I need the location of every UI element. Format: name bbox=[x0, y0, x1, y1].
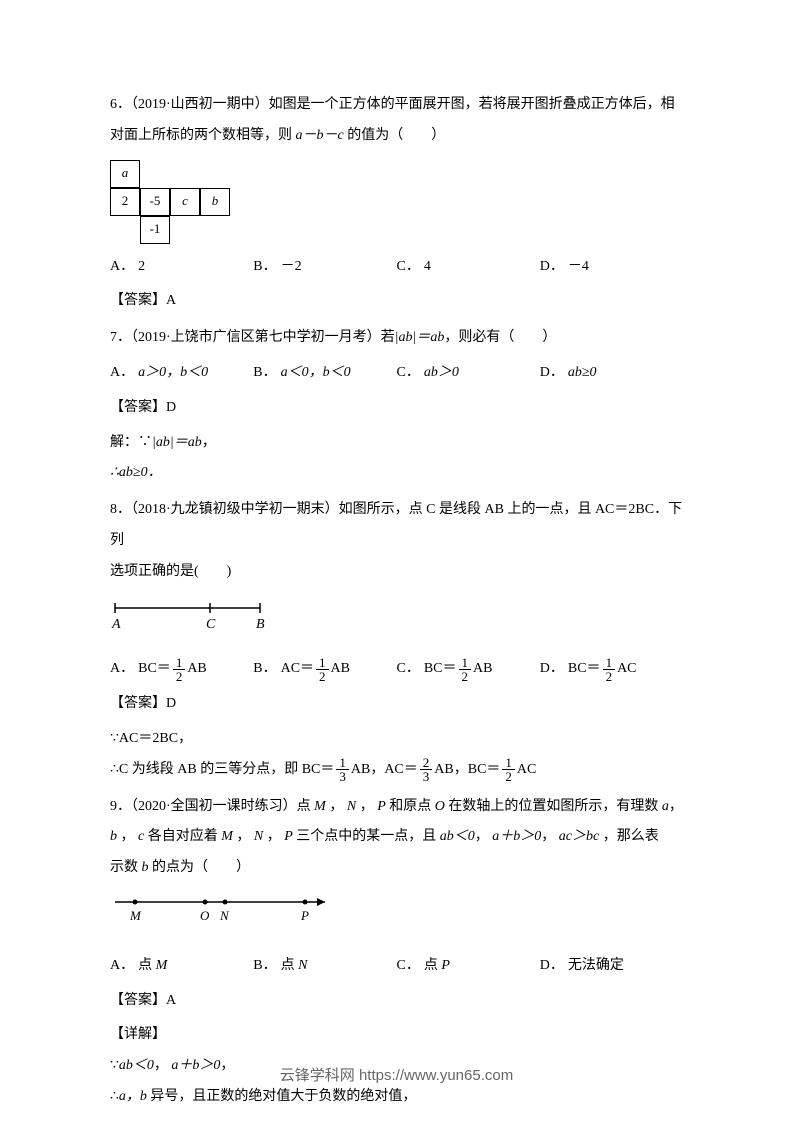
q8-sol2: ∴C 为线段 AB 的三等分点，即 BC＝13AB，AC＝23AB，BC＝12A… bbox=[110, 755, 683, 786]
q8-answer: 【答案】D bbox=[110, 689, 683, 720]
q9-line1: 9．（2020·全国初一课时练习）点 M ， N ， P 和原点 O 在数轴上的… bbox=[110, 792, 683, 823]
q7-opt-d: D．ab≥0 bbox=[540, 358, 683, 389]
svg-text:O: O bbox=[200, 908, 210, 923]
numberline-diagram: M O N P bbox=[110, 892, 340, 926]
svg-text:N: N bbox=[219, 908, 230, 923]
q6-expr: a－b－c bbox=[296, 128, 344, 143]
q6-l2-post: 的值为（ ） bbox=[344, 128, 446, 143]
q6-line2: 对面上所标的两个数相等，则 a－b－c 的值为（ ） bbox=[110, 121, 683, 152]
q9-opt-a: A．点 M bbox=[110, 951, 253, 982]
q6-options: A．2 B．－2 C．4 D．－4 bbox=[110, 252, 683, 283]
q9-line3: 示数 b 的点为（ ） bbox=[110, 853, 683, 884]
segment-diagram: A C B bbox=[110, 596, 270, 630]
q7-line1: 7．（2019·上饶市广信区第七中学初一月考）若|ab|＝ab，则必有（ ） bbox=[110, 323, 683, 354]
q6-opt-a: A．2 bbox=[110, 252, 253, 283]
svg-text:C: C bbox=[206, 617, 216, 630]
net-cell-neg5: -5 bbox=[140, 188, 170, 216]
net-cell-2: 2 bbox=[110, 188, 140, 216]
q8-line2: 选项正确的是( ) bbox=[110, 557, 683, 588]
q6-l2-pre: 对面上所标的两个数相等，则 bbox=[110, 128, 296, 143]
svg-text:P: P bbox=[300, 908, 309, 923]
q9-opt-d: D．无法确定 bbox=[540, 951, 683, 982]
q7-answer: 【答案】D bbox=[110, 393, 683, 424]
svg-text:M: M bbox=[129, 908, 142, 923]
q8-opt-c: C．BC＝12AB bbox=[397, 654, 540, 685]
page-footer: 云锋学科网 https://www.yun65.com bbox=[0, 1059, 793, 1092]
q6-answer: 【答案】A bbox=[110, 286, 683, 317]
q7-opt-b: B．a＜0，b＜0 bbox=[253, 358, 396, 389]
q7-expr: |ab|＝ab bbox=[395, 330, 445, 345]
q6-opt-d: D．－4 bbox=[540, 252, 683, 283]
cube-net-diagram: a 2 -5 c b -1 bbox=[110, 160, 683, 244]
q9-answer: 【答案】A bbox=[110, 986, 683, 1017]
question-6: 6．（2019·山西初一期中）如图是一个正方体的平面展开图，若将展开图折叠成正方… bbox=[110, 90, 683, 317]
net-cell-c: c bbox=[170, 188, 200, 216]
q8-sol1: ∵AC＝2BC， bbox=[110, 724, 683, 755]
q9-detail: 【详解】 bbox=[110, 1020, 683, 1051]
q7-opt-c: C．ab＞0 bbox=[397, 358, 540, 389]
question-8: 8．（2018·九龙镇初级中学初一期末）如图所示，点 C 是线段 AB 上的一点… bbox=[110, 495, 683, 785]
q8-opt-b: B．AC＝12AB bbox=[253, 654, 396, 685]
q8-opt-d: D．BC＝12AC bbox=[540, 654, 683, 685]
q7-options: A．a＞0，b＜0 B．a＜0，b＜0 C．ab＞0 D．ab≥0 bbox=[110, 358, 683, 389]
q8-line1: 8．（2018·九龙镇初级中学初一期末）如图所示，点 C 是线段 AB 上的一点… bbox=[110, 495, 683, 557]
q7-sol2: ∴ab≥0． bbox=[110, 458, 683, 489]
net-cell-b: b bbox=[200, 188, 230, 216]
net-cell-neg1: -1 bbox=[140, 216, 170, 244]
q8-opt-a: A．BC＝12AB bbox=[110, 654, 253, 685]
q6-line1: 6．（2019·山西初一期中）如图是一个正方体的平面展开图，若将展开图折叠成正方… bbox=[110, 90, 683, 121]
q9-opt-c: C．点 P bbox=[397, 951, 540, 982]
q6-opt-b: B．－2 bbox=[253, 252, 396, 283]
net-cell-a: a bbox=[110, 160, 140, 188]
q9-line2: b ， c 各自对应着 M ， N ， P 三个点中的某一点，且 ab＜0， a… bbox=[110, 822, 683, 853]
svg-text:B: B bbox=[256, 617, 265, 630]
q6-opt-c: C．4 bbox=[397, 252, 540, 283]
q7-sol1: 解：∵|ab|＝ab， bbox=[110, 428, 683, 459]
q9-options: A．点 M B．点 N C．点 P D．无法确定 bbox=[110, 951, 683, 982]
q7-opt-a: A．a＞0，b＜0 bbox=[110, 358, 253, 389]
question-7: 7．（2019·上饶市广信区第七中学初一月考）若|ab|＝ab，则必有（ ） A… bbox=[110, 323, 683, 489]
q9-opt-b: B．点 N bbox=[253, 951, 396, 982]
svg-text:A: A bbox=[111, 617, 121, 630]
q8-options: A．BC＝12AB B．AC＝12AB C．BC＝12AB D．BC＝12AC bbox=[110, 654, 683, 685]
